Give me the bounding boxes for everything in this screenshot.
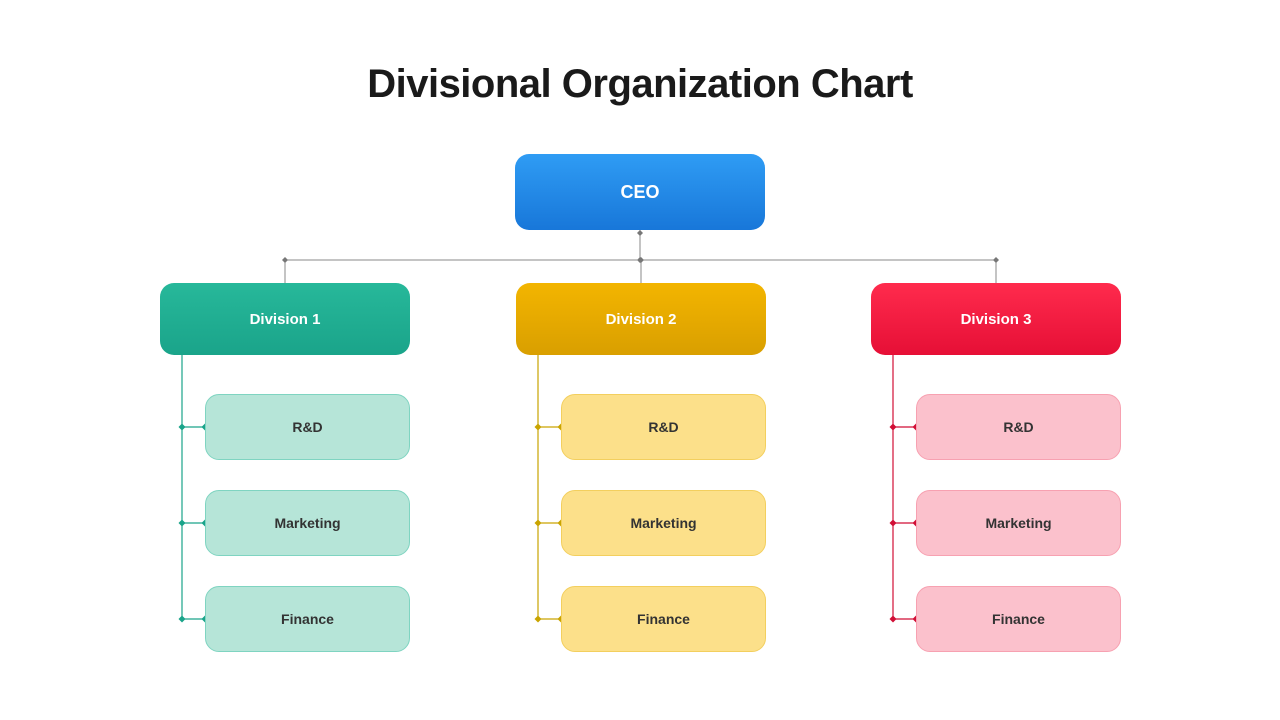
dept-node-1-2: Marketing <box>205 490 410 556</box>
division-node-1: Division 1 <box>160 283 410 355</box>
division-node-2: Division 2 <box>516 283 766 355</box>
dept-node-2-2: Marketing <box>561 490 766 556</box>
dept-node-2-1: R&D <box>561 394 766 460</box>
dept-node-2-3: Finance <box>561 586 766 652</box>
dept-node-1-3: Finance <box>205 586 410 652</box>
dept-node-1-1: R&D <box>205 394 410 460</box>
dept-node-3-3: Finance <box>916 586 1121 652</box>
dept-node-3-2: Marketing <box>916 490 1121 556</box>
dept-node-3-1: R&D <box>916 394 1121 460</box>
chart-title: Divisional Organization Chart <box>0 62 1280 107</box>
division-node-3: Division 3 <box>871 283 1121 355</box>
ceo-node: CEO <box>515 154 765 230</box>
